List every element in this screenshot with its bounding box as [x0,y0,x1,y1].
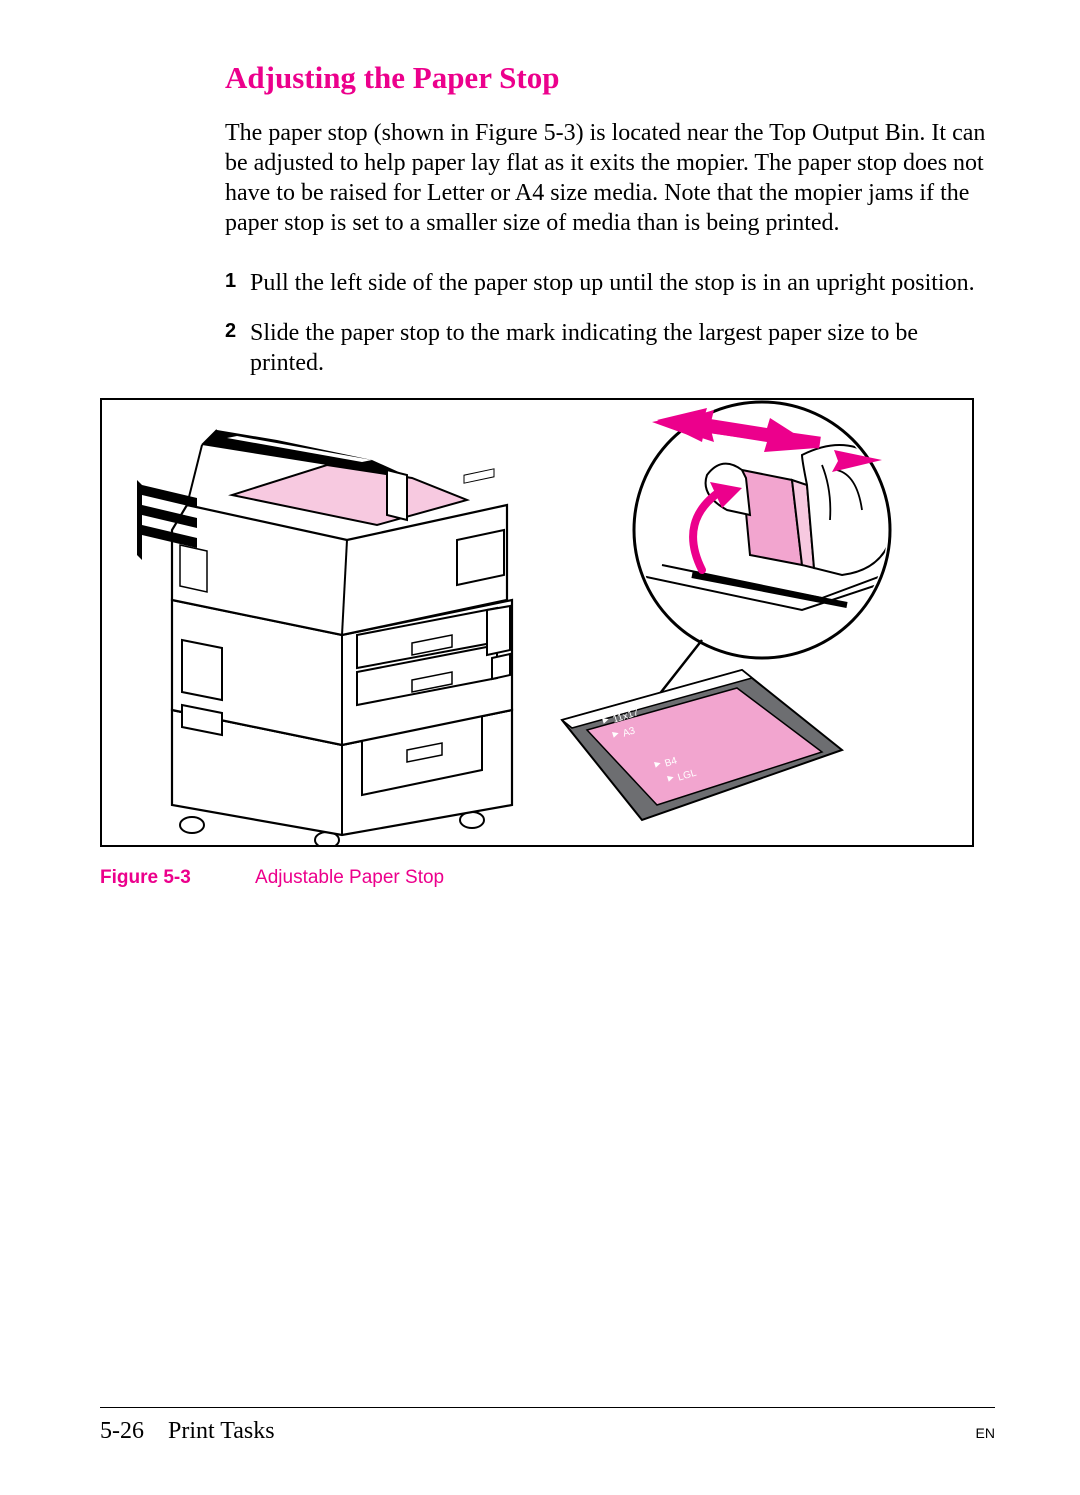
content-area: Adjusting the Paper Stop The paper stop … [225,60,995,378]
step-1-number: 1 [225,269,236,294]
size-panel: 11x17 A3 B4 LGL [562,670,842,820]
footer-rule [100,1407,995,1408]
footer-page: 5-26 Print Tasks [100,1418,275,1445]
printer-illustration [137,430,512,845]
figure-caption: Figure 5-3 Adjustable Paper Stop [100,867,995,889]
detail-inset [634,402,895,710]
figure-wrap: 11x17 A3 B4 LGL [100,398,995,889]
step-2-number: 2 [225,319,236,344]
step-1: 1 Pull the left side of the paper stop u… [225,268,995,298]
step-2: 2 Slide the paper stop to the mark indic… [225,318,995,378]
section-heading: Adjusting the Paper Stop [225,60,995,96]
figure-illustration: 11x17 A3 B4 LGL [102,400,972,845]
steps-list: 1 Pull the left side of the paper stop u… [225,268,995,378]
page: Adjusting the Paper Stop The paper stop … [0,0,1080,1495]
figure-box: 11x17 A3 B4 LGL [100,398,974,847]
page-footer: 5-26 Print Tasks EN [100,1407,995,1445]
footer-lang: EN [976,1425,995,1441]
figure-label: Figure 5-3 [100,867,191,888]
step-2-text: Slide the paper stop to the mark indicat… [250,320,918,376]
intro-paragraph: The paper stop (shown in Figure 5-3) is … [225,118,995,238]
step-1-text: Pull the left side of the paper stop up … [250,270,975,296]
figure-caption-text: Adjustable Paper Stop [255,867,444,888]
